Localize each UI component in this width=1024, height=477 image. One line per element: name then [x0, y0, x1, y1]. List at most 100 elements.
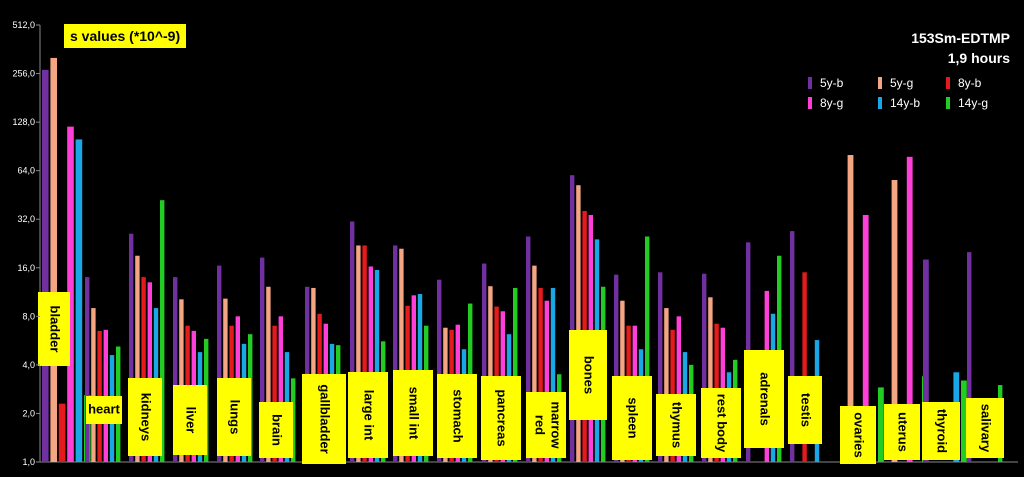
bar-8y-g	[544, 300, 549, 462]
subtitle-line2: 1,9 hours	[947, 50, 1010, 66]
category-label-box	[302, 374, 346, 464]
y-tick-label: 32,0	[17, 214, 35, 224]
bar-5y-b	[437, 279, 442, 462]
category-label-box	[481, 376, 521, 460]
category-label-box	[744, 350, 784, 448]
category-label-box	[38, 292, 70, 366]
bar-14y-g	[160, 200, 165, 462]
category-label-box	[701, 388, 741, 458]
chart-subtitle: 153Sm-EDTMP 1,9 hours	[911, 28, 1010, 68]
bar-8y-b	[141, 277, 146, 462]
bar-14y-b	[550, 287, 556, 462]
bar-5y-b	[790, 231, 795, 462]
bar-5y-b	[393, 245, 398, 462]
bar-5y-b	[350, 221, 355, 462]
category-label: bones	[582, 356, 597, 394]
category-label-box	[217, 378, 251, 456]
category-label: small int	[407, 387, 422, 440]
category-label-box	[922, 402, 960, 460]
bar-14y-g	[961, 380, 967, 462]
y-tick-label: 256,0	[12, 69, 35, 79]
legend-swatch	[946, 97, 950, 109]
category-label: bladder	[48, 306, 63, 353]
bar-14y-g	[291, 378, 296, 462]
y-tick-label: 2,0	[22, 408, 35, 418]
category-label: testis	[799, 393, 814, 427]
category-label: pancreas	[495, 389, 510, 446]
category-label: spleen	[626, 397, 641, 438]
y-tick-label: 8,0	[22, 311, 35, 321]
category-label: thyroid	[935, 409, 950, 453]
y-tick-label: 64,0	[17, 166, 35, 176]
bar-5y-g	[576, 185, 581, 462]
bar-5y-g	[532, 265, 537, 462]
bar-5y-g	[708, 297, 713, 462]
category-label-box	[437, 374, 477, 458]
legend-label: 5y-b	[820, 76, 844, 90]
bar-8y-b	[802, 272, 807, 462]
bar-5y-g	[488, 286, 493, 462]
bar-8y-g	[676, 316, 681, 462]
category-label: adrenals	[758, 372, 773, 425]
bar-5y-b	[923, 259, 929, 462]
bar-5y-b	[217, 265, 222, 462]
category-label: brain	[270, 414, 285, 446]
category-label-box	[840, 406, 876, 464]
bar-5y-g	[91, 308, 96, 462]
bar-5y-b	[702, 273, 707, 462]
category-label: large int	[362, 390, 377, 441]
category-label: salivary	[979, 404, 994, 453]
legend-swatch	[878, 77, 882, 89]
legend-swatch	[946, 77, 950, 89]
bar-5y-b	[129, 233, 134, 462]
y-tick-label: 4,0	[22, 360, 35, 370]
category-label-box	[393, 370, 433, 456]
category-label-box	[656, 394, 696, 456]
legend-label: 8y-b	[958, 76, 982, 90]
legend-swatch	[878, 97, 882, 109]
bar-8y-g	[368, 266, 373, 462]
bar-5y-g	[356, 245, 361, 462]
category-label-box	[612, 376, 652, 460]
category-label-box	[788, 376, 822, 444]
bar-5y-g	[847, 155, 854, 462]
bar-5y-b	[967, 252, 972, 462]
category-label: marrow	[549, 402, 564, 450]
legend-label: 8y-g	[820, 96, 843, 110]
category-label-box	[348, 372, 388, 458]
bar-8y-g	[906, 156, 913, 462]
bar-5y-b	[482, 263, 487, 462]
bar-14y-b	[75, 139, 83, 462]
bar-8y-g	[147, 282, 152, 462]
category-label: stomach	[451, 389, 466, 443]
y-tick-label: 1,0	[22, 457, 35, 467]
bar-5y-g	[179, 299, 184, 462]
legend-swatch	[808, 97, 812, 109]
bar-8y-b	[272, 325, 277, 462]
category-label-box	[259, 402, 293, 458]
legend-swatch	[808, 77, 812, 89]
category-label-box	[173, 385, 207, 455]
bar-5y-b	[570, 175, 575, 462]
bar-5y-g	[399, 248, 404, 462]
bar-5y-g	[891, 180, 898, 462]
bar-14y-b	[374, 270, 380, 462]
y-tick-label: 512,0	[12, 20, 35, 30]
y-tick-label: 128,0	[12, 117, 35, 127]
bar-14y-g	[878, 387, 884, 462]
legend-label: 14y-b	[890, 96, 920, 110]
legend: 5y-b 5y-g 8y-b 8y-g 14y-b 14y-g	[808, 76, 988, 110]
category-label: liver	[184, 407, 199, 434]
category-label: kidneys	[139, 393, 154, 441]
bar-5y-b	[260, 257, 265, 462]
category-label-box	[966, 398, 1004, 458]
bar-14y-g	[645, 236, 650, 462]
bar-5y-b	[526, 236, 531, 462]
bar-5y-g	[664, 308, 669, 462]
bar-14y-g	[513, 287, 518, 462]
category-label-box	[526, 392, 566, 458]
bar-8y-b	[58, 403, 66, 462]
bar-8y-g	[278, 316, 283, 462]
category-label-box	[86, 396, 122, 424]
